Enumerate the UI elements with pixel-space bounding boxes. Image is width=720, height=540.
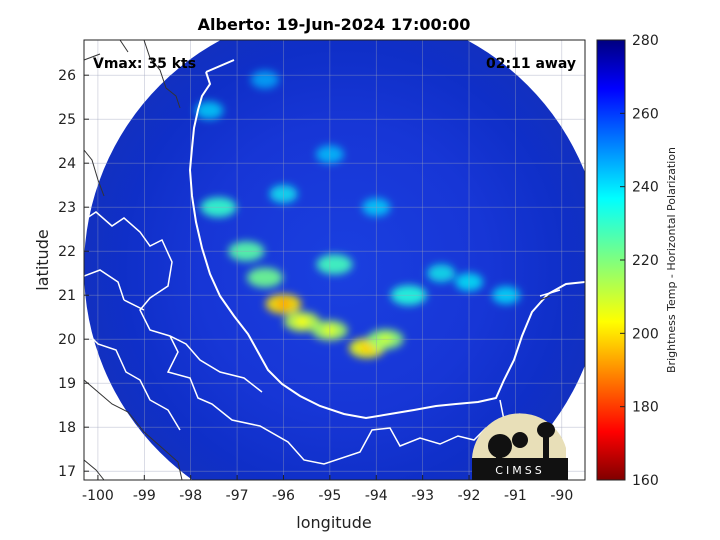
x-tick-label: -99 (133, 488, 156, 504)
logo-text: CIMSS (495, 464, 544, 477)
convective-blob (246, 267, 283, 288)
convective-blob (427, 264, 456, 283)
gridlines (84, 40, 585, 480)
colorbar-tick-label: 240 (632, 180, 659, 196)
y-tick-label: 17 (58, 464, 76, 480)
time-away-annotation: 02:11 away (486, 56, 576, 72)
y-tick-label: 21 (58, 288, 76, 304)
y-tick-label: 26 (58, 68, 76, 84)
coastline (188, 71, 585, 420)
y-tick-label: 23 (58, 200, 76, 216)
axes-frame (83, 39, 586, 481)
x-tick-label: -92 (458, 488, 481, 504)
x-tick-label: -98 (179, 488, 202, 504)
convective-core (359, 343, 374, 353)
y-axis-label: latitude (33, 229, 52, 290)
y-tick-label: 24 (58, 156, 76, 172)
x-tick-label: -97 (226, 488, 249, 504)
x-ticks: -100 -99 -98 -97 -96 -95 -94 -93 -92 -91 -90 (82, 475, 573, 504)
x-tick-label: -100 (82, 488, 114, 504)
y-tick-label: 20 (58, 332, 76, 348)
coastline-west (205, 59, 235, 73)
x-tick-label: -91 (504, 488, 527, 504)
x-tick-label: -96 (272, 488, 295, 504)
x-tick-label: -93 (411, 488, 434, 504)
y-tick-label: 25 (58, 112, 76, 128)
colorbar-tick-label: 160 (632, 473, 659, 489)
x-axis-label: longitude (296, 513, 371, 532)
colorbar-tick-label: 280 (632, 33, 659, 49)
x-tick-label: -94 (365, 488, 388, 504)
colorbar-tick-label: 220 (632, 253, 659, 269)
y-ticks: 17 18 19 20 21 22 23 24 25 26 (58, 68, 89, 480)
land-borders-outer (83, 39, 551, 481)
colorbar-ticks: 160 180 200 220 240 260 280 (620, 33, 659, 489)
colorbar-tick-label: 260 (632, 106, 659, 122)
convective-blob (316, 254, 353, 275)
convective-blob (195, 101, 224, 120)
x-tick-label: -95 (318, 488, 341, 504)
cimss-logo: CIMSS (472, 413, 568, 480)
y-tick-label: 19 (58, 376, 76, 392)
colorbar-label: Brightness Temp - Horizontal Polarizatio… (665, 147, 678, 373)
x-tick-label: -90 (550, 488, 573, 504)
chart-title: Alberto: 19-Jun-2024 17:00:00 (198, 15, 471, 34)
colorbar-tick-label: 180 (632, 400, 659, 416)
convective-blob (250, 70, 279, 89)
vmax-annotation: Vmax: 35 kts (93, 56, 196, 72)
state-borders (84, 211, 561, 465)
colorbar-tick-label: 200 (632, 326, 659, 342)
y-tick-label: 22 (58, 244, 76, 260)
convective-core (295, 316, 310, 327)
y-tick-label: 18 (58, 420, 76, 436)
